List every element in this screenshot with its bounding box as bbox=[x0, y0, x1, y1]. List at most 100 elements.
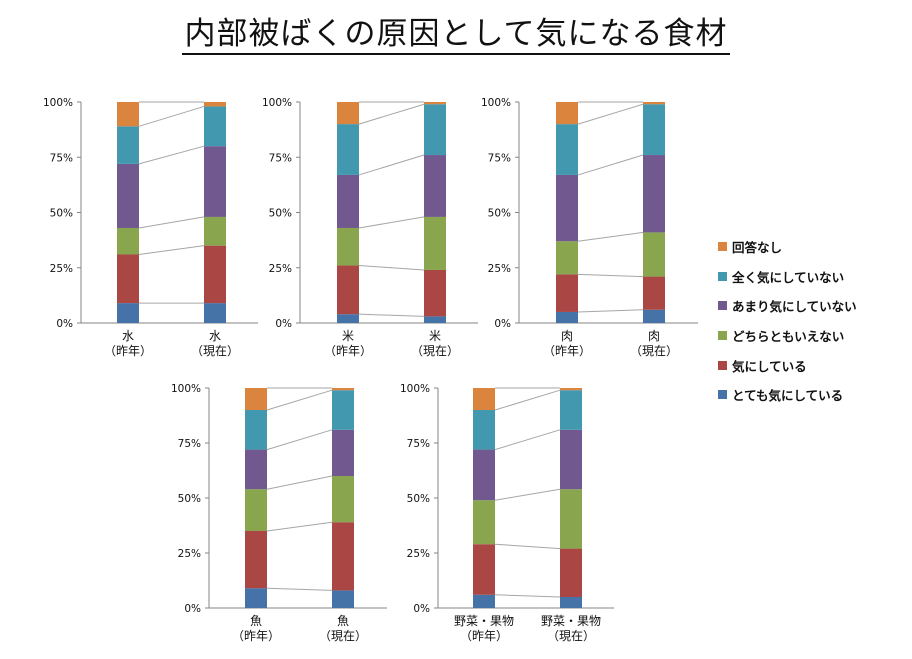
y-tick-label: 0% bbox=[275, 318, 292, 330]
x-category-label: （昨年） bbox=[543, 344, 591, 358]
bar-segment bbox=[424, 104, 446, 156]
bar-segment bbox=[424, 269, 446, 317]
bar-segment bbox=[117, 102, 139, 127]
bar-segment bbox=[332, 390, 354, 430]
legend-swatch bbox=[718, 390, 727, 400]
y-tick-label: 0% bbox=[494, 318, 511, 330]
bar-segment bbox=[332, 590, 354, 608]
bar-segment bbox=[204, 146, 226, 217]
y-tick-label: 50% bbox=[488, 208, 511, 220]
x-category-label: （現在） bbox=[411, 344, 459, 358]
y-tick-label: 0% bbox=[413, 603, 430, 615]
series-connector-line bbox=[358, 103, 425, 125]
bar-segment bbox=[643, 155, 665, 233]
bar-segment bbox=[117, 303, 139, 323]
x-category-label: 米 bbox=[429, 329, 441, 343]
bar-segment bbox=[424, 316, 446, 323]
legend-item: とても気にしている bbox=[718, 380, 857, 410]
series-connector-line bbox=[138, 245, 205, 255]
x-category-label: （昨年） bbox=[232, 629, 280, 643]
legend-label: 回答なし bbox=[732, 240, 783, 256]
bar-segment bbox=[204, 106, 226, 147]
bar-segment bbox=[245, 489, 267, 531]
page-title: 内部被ばくの原因として気になる食材 bbox=[0, 8, 912, 55]
series-connector-line bbox=[577, 273, 644, 278]
x-category-label: 野菜・果物 bbox=[454, 614, 514, 628]
bar-segment bbox=[117, 126, 139, 164]
x-category-label: 魚 bbox=[250, 614, 262, 628]
bar-segment bbox=[560, 548, 582, 597]
bar-segment bbox=[337, 265, 359, 315]
bar-segment bbox=[337, 227, 359, 266]
series-connector-line bbox=[358, 313, 425, 317]
series-connector-line bbox=[266, 587, 333, 591]
x-category-label: 魚 bbox=[337, 614, 349, 628]
y-tick-label: 0% bbox=[184, 603, 201, 615]
bar-segment bbox=[245, 449, 267, 490]
series-connector-line bbox=[138, 105, 205, 127]
bar-segment bbox=[560, 597, 582, 608]
bar-segment bbox=[424, 216, 446, 270]
series-connector-line bbox=[494, 389, 561, 411]
bar-segment bbox=[643, 309, 665, 323]
y-tick-label: 0% bbox=[56, 318, 73, 330]
series-connector-line bbox=[266, 429, 333, 451]
bar-segment bbox=[556, 311, 578, 323]
legend-label: とても気にしている bbox=[732, 388, 844, 404]
x-category-label: （現在） bbox=[630, 344, 678, 358]
y-tick-label: 100% bbox=[43, 97, 73, 109]
x-category-label: 野菜・果物 bbox=[541, 614, 601, 628]
bar-segment bbox=[424, 155, 446, 217]
bar-segment bbox=[473, 388, 495, 410]
series-connector-line bbox=[358, 154, 425, 176]
y-tick-label: 75% bbox=[178, 438, 201, 450]
bar-segment bbox=[473, 449, 495, 501]
legend-label: 気にしている bbox=[732, 358, 807, 374]
y-tick-label: 25% bbox=[407, 548, 430, 560]
x-category-label: 肉 bbox=[561, 329, 573, 343]
bar-segment bbox=[643, 276, 665, 310]
legend-swatch bbox=[718, 271, 727, 281]
legend-swatch bbox=[718, 301, 727, 311]
series-connector-line bbox=[577, 309, 644, 313]
series-connector-line bbox=[266, 521, 333, 532]
series-connector-line bbox=[138, 216, 205, 229]
bar-segment bbox=[643, 104, 665, 156]
series-connector-line bbox=[494, 543, 561, 550]
bar-segment bbox=[643, 102, 665, 105]
bar-segment bbox=[332, 522, 354, 591]
series-connector-line bbox=[358, 216, 425, 229]
bar-segment bbox=[560, 429, 582, 490]
bar-segment bbox=[337, 102, 359, 125]
y-tick-label: 25% bbox=[269, 263, 292, 275]
legend-item: 気にしている bbox=[718, 350, 857, 380]
y-tick-label: 50% bbox=[50, 208, 73, 220]
legend-label: あまり気にしていない bbox=[732, 299, 857, 315]
bar-segment bbox=[473, 410, 495, 450]
bar-segment bbox=[556, 174, 578, 242]
series-connector-line bbox=[494, 594, 561, 598]
y-tick-label: 75% bbox=[407, 438, 430, 450]
series-connector-line bbox=[577, 154, 644, 176]
x-category-label: （現在） bbox=[547, 629, 595, 643]
series-connector-line bbox=[266, 389, 333, 411]
bar-segment bbox=[643, 232, 665, 277]
bar-segment bbox=[473, 500, 495, 545]
chart-1: 0%25%50%75%100%水（昨年）水（現在） bbox=[43, 97, 258, 358]
bar-segment bbox=[117, 227, 139, 255]
x-category-label: 米 bbox=[342, 329, 354, 343]
y-tick-label: 75% bbox=[269, 152, 292, 164]
bar-segment bbox=[473, 544, 495, 595]
bar-segment bbox=[332, 429, 354, 476]
y-tick-label: 50% bbox=[407, 493, 430, 505]
chart-2: 0%25%50%75%100%米（昨年）米（現在） bbox=[262, 97, 478, 358]
bar-segment bbox=[204, 216, 226, 246]
y-tick-label: 25% bbox=[488, 263, 511, 275]
x-category-label: （昨年） bbox=[104, 344, 152, 358]
bar-segment bbox=[556, 102, 578, 125]
y-tick-label: 75% bbox=[50, 152, 73, 164]
series-connector-line bbox=[358, 265, 425, 271]
series-connector-line bbox=[577, 103, 644, 125]
series-connector-line bbox=[138, 145, 205, 165]
